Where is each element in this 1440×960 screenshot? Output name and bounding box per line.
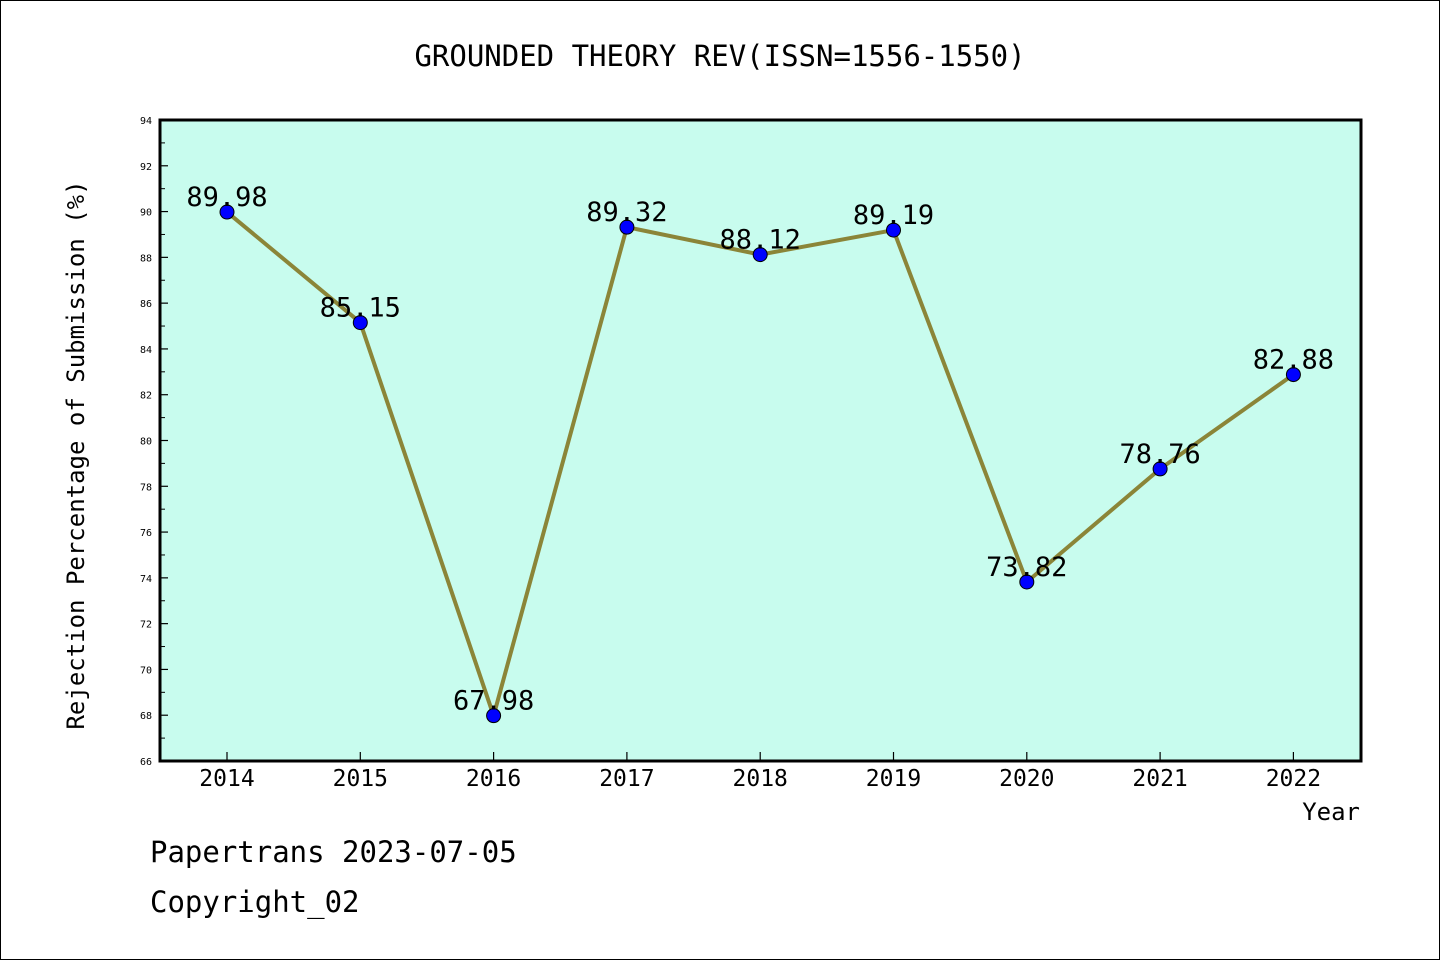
plot-area <box>160 120 1361 761</box>
y-tick-label: 94 <box>140 116 152 127</box>
y-tick-label: 92 <box>140 162 152 173</box>
y-tick-label: 82 <box>140 391 152 402</box>
x-tick-label: 2015 <box>333 766 388 792</box>
y-tick-label: 78 <box>140 482 152 493</box>
data-labels: 89.98 85.15 67.98 89.32 88.12 89.19 73.82 78.76… <box>186 182 1334 717</box>
x-tick-label: 2017 <box>599 766 654 792</box>
data-label: 89.32 <box>586 197 667 228</box>
data-point <box>619 219 635 235</box>
plot-border <box>158 118 1363 763</box>
copyright-note: Copyright_02 <box>150 885 360 919</box>
source-note: Papertrans 2023-07-05 <box>150 835 517 869</box>
y-tick-label: 68 <box>140 711 152 722</box>
series-markers <box>219 204 1301 724</box>
data-point <box>1152 461 1168 477</box>
data-point <box>219 204 235 220</box>
y-tick-label: 70 <box>140 665 152 676</box>
y-tick-label: 90 <box>140 208 152 219</box>
y-tick-label: 88 <box>140 253 152 264</box>
data-point <box>886 222 901 238</box>
data-point <box>1019 574 1035 590</box>
y-tick-label: 72 <box>140 620 152 631</box>
data-label: 88.12 <box>720 225 801 256</box>
data-point <box>752 247 768 263</box>
data-label: 73.82 <box>986 552 1067 583</box>
x-tick-label: 2022 <box>1266 766 1321 792</box>
x-axis-label: Year <box>1302 798 1360 826</box>
data-label: 82.88 <box>1253 345 1334 376</box>
y-tick-label: 74 <box>140 574 152 585</box>
x-tick-label: 2019 <box>866 766 921 792</box>
data-point <box>352 315 368 331</box>
data-label: 78.76 <box>1119 439 1200 470</box>
x-axis: 2014 2015 2016 2017 2018 2019 2020 2021 2022 <box>199 752 1321 792</box>
y-tick-label: 86 <box>140 299 152 310</box>
y-axis-label: Rejection Percentage of Submission (%) <box>62 180 90 729</box>
data-label: 89.98 <box>186 182 267 213</box>
x-tick-label: 2020 <box>999 766 1054 792</box>
data-point <box>1285 367 1301 383</box>
y-tick-label: 76 <box>140 528 152 539</box>
y-tick-label: 80 <box>140 437 152 448</box>
x-tick-label: 2016 <box>466 766 521 792</box>
x-tick-label: 2014 <box>199 766 254 792</box>
data-label: 67.98 <box>453 686 534 717</box>
y-tick-label: 84 <box>140 345 152 356</box>
x-tick-label: 2018 <box>733 766 788 792</box>
chart-title: GROUNDED THEORY REV(ISSN=1556-1550) <box>414 39 1025 73</box>
data-label: 85.15 <box>320 293 401 324</box>
x-tick-label: 2021 <box>1132 766 1187 792</box>
y-tick-label: 66 <box>140 757 152 768</box>
data-label: 89.19 <box>853 200 934 231</box>
data-point <box>486 708 502 724</box>
